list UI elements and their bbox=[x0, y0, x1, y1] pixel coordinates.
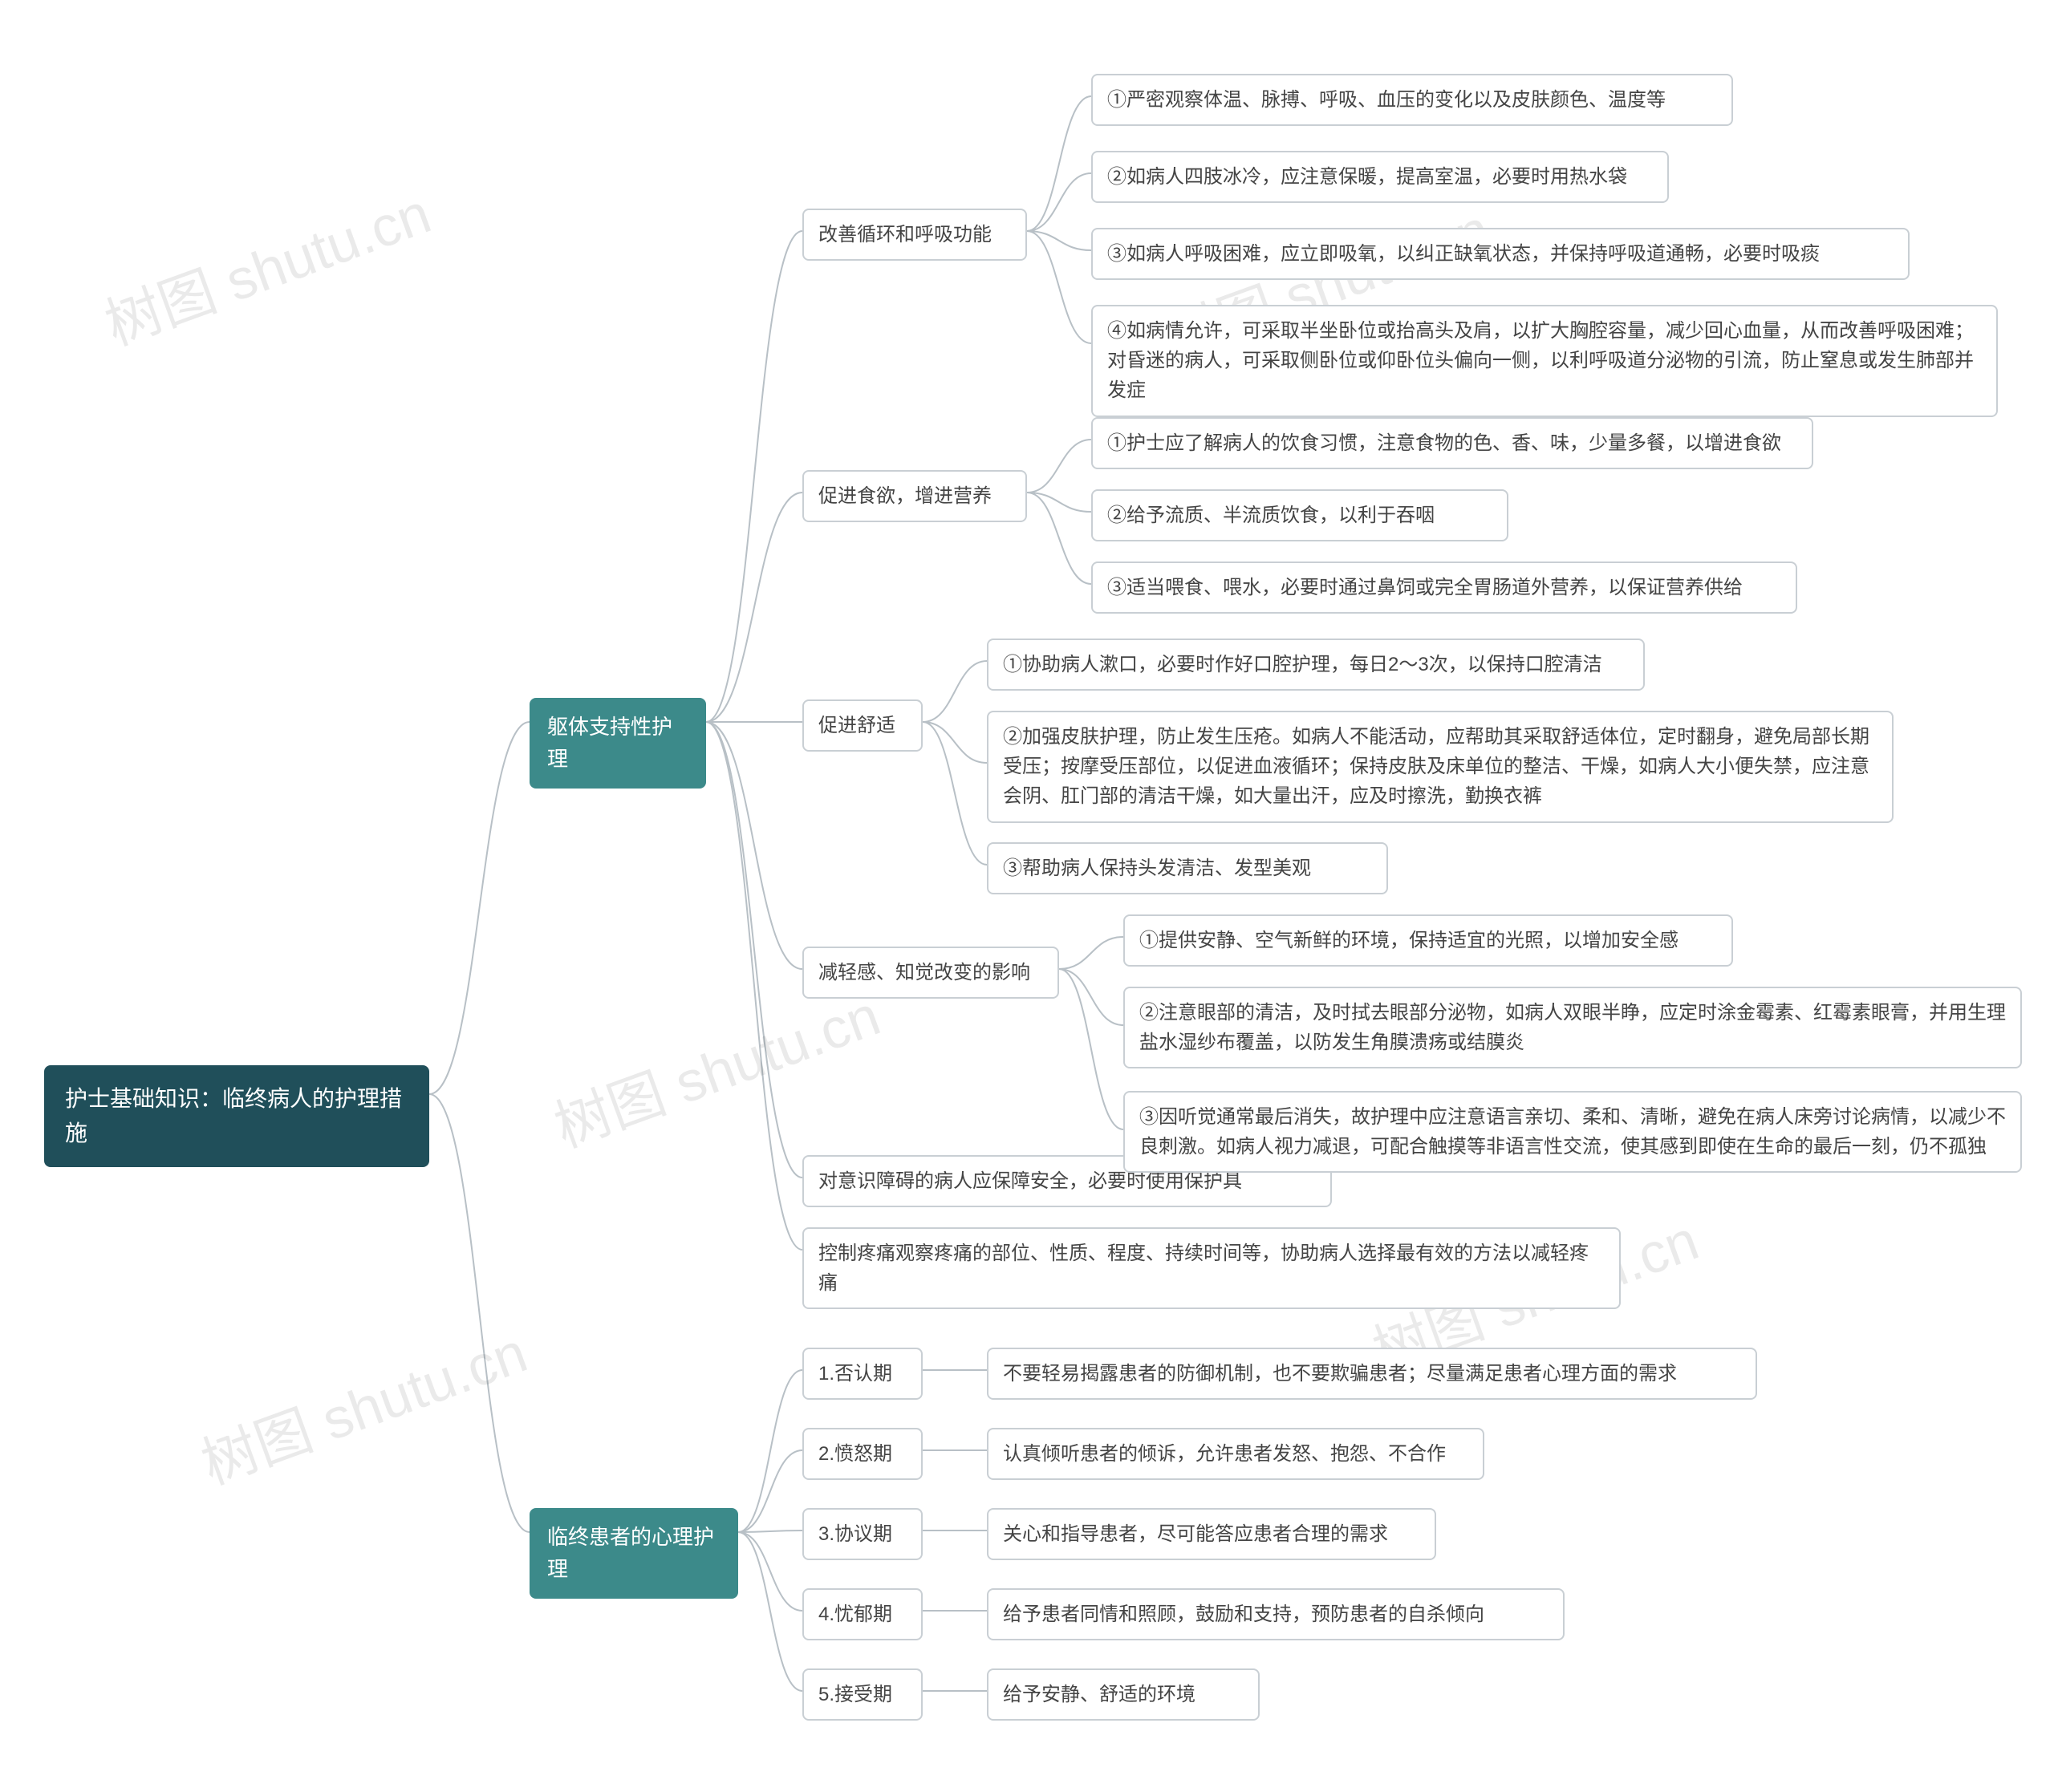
branch-node[interactable]: 临终患者的心理护理 bbox=[530, 1508, 738, 1599]
mid-node[interactable]: 促进食欲，增进营养 bbox=[802, 470, 1027, 522]
mid-node[interactable]: 改善循环和呼吸功能 bbox=[802, 209, 1027, 261]
branch-node[interactable]: 躯体支持性护理 bbox=[530, 698, 706, 789]
mid-node[interactable]: 5.接受期 bbox=[802, 1668, 923, 1721]
leaf-node[interactable]: ①护士应了解病人的饮食习惯，注意食物的色、香、味，少量多餐，以增进食欲 bbox=[1091, 417, 1813, 469]
watermark: 树图 shutu.cn bbox=[93, 169, 440, 362]
mid-node[interactable]: 减轻感、知觉改变的影响 bbox=[802, 947, 1059, 999]
leaf-node[interactable]: ①提供安静、空气新鲜的环境，保持适宜的光照，以增加安全感 bbox=[1123, 914, 1733, 967]
watermark: 树图 shutu.cn bbox=[542, 971, 890, 1164]
leaf-node[interactable]: 给予患者同情和照顾，鼓励和支持，预防患者的自杀倾向 bbox=[987, 1588, 1565, 1640]
mid-node[interactable]: 2.愤怒期 bbox=[802, 1428, 923, 1480]
leaf-node[interactable]: 认真倾听患者的倾诉，允许患者发怒、抱怨、不合作 bbox=[987, 1428, 1484, 1480]
leaf-node[interactable]: ②如病人四肢冰冷，应注意保暖，提高室温，必要时用热水袋 bbox=[1091, 151, 1669, 203]
leaf-node[interactable]: 关心和指导患者，尽可能答应患者合理的需求 bbox=[987, 1508, 1436, 1560]
mindmap-canvas: 树图 shutu.cn 树图 shutu.cn 树图 shutu.cn 树图 s… bbox=[0, 0, 2054, 1792]
root-node[interactable]: 护士基础知识：临终病人的护理措施 bbox=[44, 1065, 429, 1167]
leaf-node[interactable]: 控制疼痛观察疼痛的部位、性质、程度、持续时间等，协助病人选择最有效的方法以减轻疼… bbox=[802, 1227, 1621, 1309]
leaf-node[interactable]: ④如病情允许，可采取半坐卧位或抬高头及肩，以扩大胸腔容量，减少回心血量，从而改善… bbox=[1091, 305, 1998, 417]
mid-node[interactable]: 4.忧郁期 bbox=[802, 1588, 923, 1640]
leaf-node[interactable]: ①严密观察体温、脉搏、呼吸、血压的变化以及皮肤颜色、温度等 bbox=[1091, 74, 1733, 126]
leaf-node[interactable]: 给予安静、舒适的环境 bbox=[987, 1668, 1260, 1721]
leaf-node[interactable]: ②加强皮肤护理，防止发生压疮。如病人不能活动，应帮助其采取舒适体位，定时翻身，避… bbox=[987, 711, 1894, 823]
leaf-node[interactable]: ②给予流质、半流质饮食，以利于吞咽 bbox=[1091, 489, 1508, 541]
mid-node[interactable]: 促进舒适 bbox=[802, 699, 923, 752]
leaf-node[interactable]: ②注意眼部的清洁，及时拭去眼部分泌物，如病人双眼半睁，应定时涂金霉素、红霉素眼膏… bbox=[1123, 987, 2022, 1068]
leaf-node[interactable]: 不要轻易揭露患者的防御机制，也不要欺骗患者；尽量满足患者心理方面的需求 bbox=[987, 1348, 1757, 1400]
mid-node[interactable]: 1.否认期 bbox=[802, 1348, 923, 1400]
leaf-node[interactable]: ③因听觉通常最后消失，故护理中应注意语言亲切、柔和、清晰，避免在病人床旁讨论病情… bbox=[1123, 1091, 2022, 1173]
leaf-node[interactable]: ③适当喂食、喂水，必要时通过鼻饲或完全胃肠道外营养，以保证营养供给 bbox=[1091, 562, 1797, 614]
leaf-node[interactable]: ③如病人呼吸困难，应立即吸氧，以纠正缺氧状态，并保持呼吸道通畅，必要时吸痰 bbox=[1091, 228, 1910, 280]
watermark: 树图 shutu.cn bbox=[189, 1308, 537, 1501]
leaf-node[interactable]: ①协助病人漱口，必要时作好口腔护理，每日2～3次，以保持口腔清洁 bbox=[987, 639, 1645, 691]
mid-node[interactable]: 3.协议期 bbox=[802, 1508, 923, 1560]
leaf-node[interactable]: ③帮助病人保持头发清洁、发型美观 bbox=[987, 842, 1388, 894]
